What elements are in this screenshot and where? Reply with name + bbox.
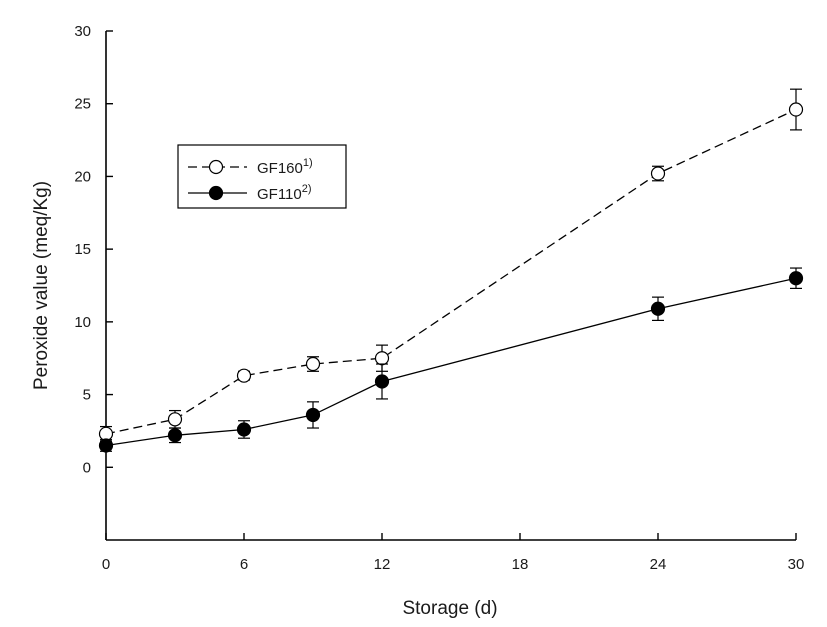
data-point (236, 368, 252, 383)
legend-label: GF1601) (257, 157, 313, 177)
axes: 0 5 10 15 20 25 30 0 6 12 18 24 30 (74, 23, 804, 573)
legend-marker (208, 159, 224, 175)
legend-box (177, 144, 347, 209)
y-tick-label: 30 (74, 23, 91, 40)
series-gf160 (98, 88, 804, 442)
series-layer (98, 88, 804, 453)
legend-label: GF1102) (257, 183, 312, 203)
y-tick-label: 15 (74, 241, 91, 258)
x-tick-label: 0 (102, 556, 110, 573)
legend-item-gf160: GF1601) (188, 157, 313, 177)
legend-superscript: 1) (303, 157, 313, 169)
data-point (788, 271, 804, 286)
data-point (305, 356, 321, 372)
x-tick-label: 24 (650, 556, 667, 573)
x-tick-label: 18 (512, 556, 529, 573)
x-tick-label: 6 (240, 556, 248, 573)
y-tick-label: 0 (83, 459, 91, 476)
data-point (374, 351, 390, 366)
series-gf110 (98, 267, 804, 453)
series-line (105, 277, 797, 447)
y-tick-label: 5 (83, 387, 91, 404)
x-axis-title: Storage (d) (402, 598, 497, 619)
y-axis-title: Peroxide value (meq/Kg) (31, 181, 52, 390)
data-point (305, 407, 321, 423)
data-point (374, 374, 390, 389)
legend-item-gf110: GF1102) (188, 183, 312, 203)
data-point (167, 428, 183, 443)
y-tick-label: 10 (74, 314, 91, 331)
x-tick-label: 30 (788, 556, 805, 573)
x-tick-label: 12 (374, 556, 391, 573)
data-point (167, 412, 183, 427)
y-tick-label: 25 (74, 96, 91, 113)
legend: GF1601) GF1102) (177, 144, 347, 209)
data-point (788, 102, 804, 117)
data-point (650, 301, 666, 316)
legend-marker (208, 185, 224, 201)
y-tick-label: 20 (74, 168, 91, 185)
legend-superscript: 2) (302, 183, 312, 195)
data-point (98, 438, 114, 453)
data-point (650, 166, 666, 181)
data-point (236, 422, 252, 437)
